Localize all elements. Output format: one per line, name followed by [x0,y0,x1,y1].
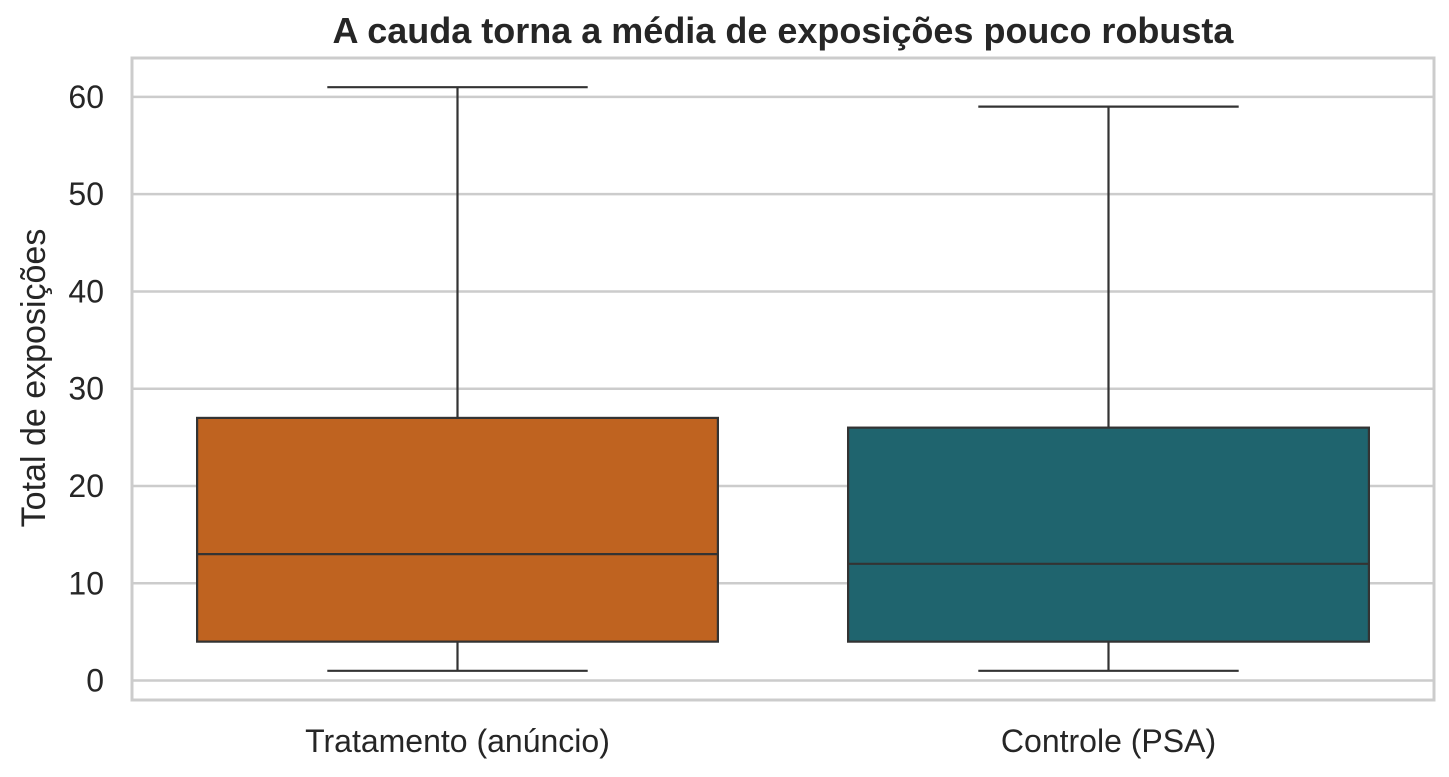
boxes [196,86,1370,672]
y-tick-label-50: 50 [68,176,104,212]
plot-frame [130,56,1436,702]
box-1 [846,105,1370,672]
y-tick-label-60: 60 [68,79,104,115]
x-tick-label-0: Tratamento (anúncio) [305,723,610,759]
y-tick-label-40: 40 [68,273,104,309]
box-0 [196,86,719,672]
y-tick-label-20: 20 [68,468,104,504]
y-tick-label-10: 10 [68,565,104,601]
y-tick-label-0: 0 [86,663,104,699]
y-tick-label-30: 30 [68,371,104,407]
y-axis-label: Total de exposições [15,229,53,528]
box-body [846,426,1370,643]
x-tick-label-1: Controle (PSA) [1001,723,1216,759]
y-tick-labels: 0 10 20 30 40 50 60 [68,79,104,699]
box-body [196,416,719,643]
x-tick-labels: Tratamento (anúncio) Controle (PSA) [305,723,1216,759]
chart-title: A cauda torna a média de exposições pouc… [333,10,1235,51]
